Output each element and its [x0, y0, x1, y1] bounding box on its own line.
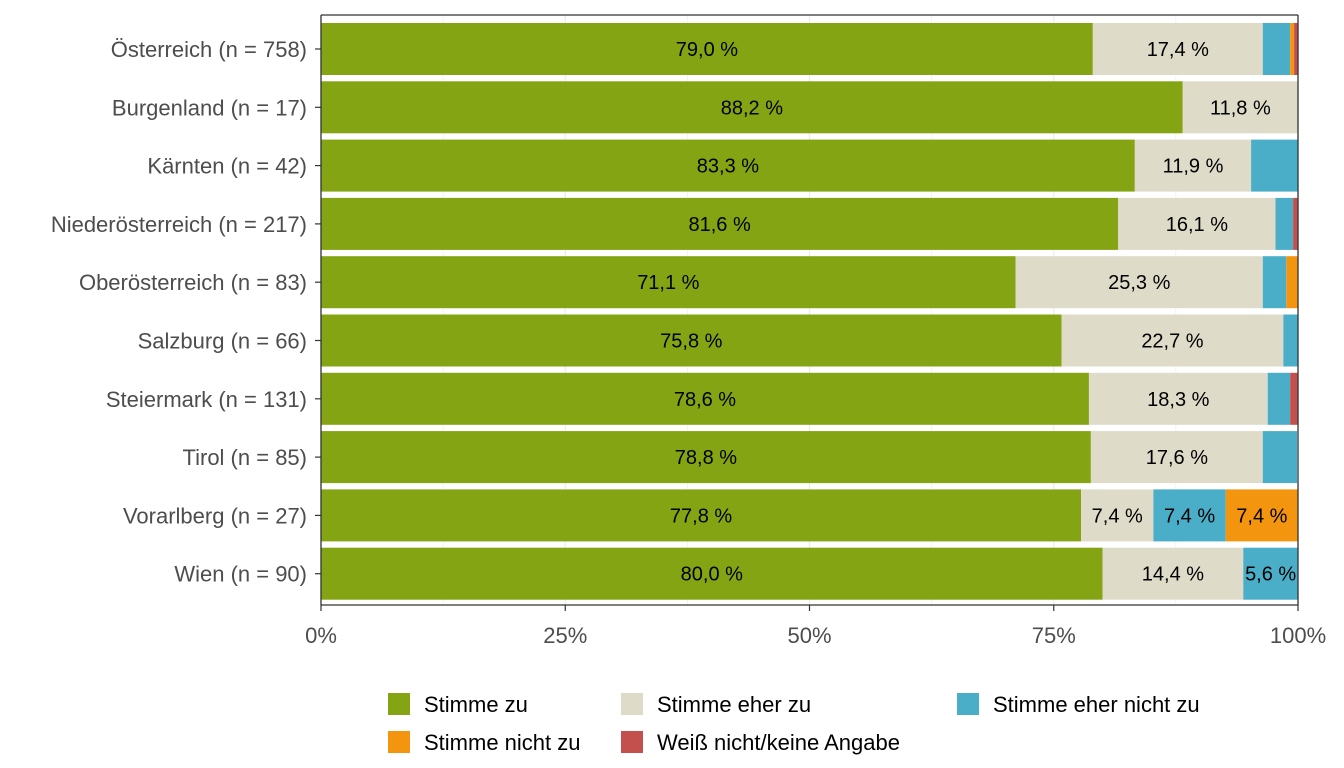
bar-segment: [1090, 431, 1263, 484]
category-label: Burgenland (n = 17): [112, 95, 307, 120]
bar-segment: [321, 23, 1093, 75]
bar-segment: [1262, 431, 1298, 484]
data-label: 79,0 %: [676, 39, 738, 61]
legend-swatch: [957, 693, 979, 715]
bar-segment: [321, 431, 1091, 484]
bar-segment: [1081, 489, 1154, 542]
bar-segment: [1293, 197, 1298, 250]
data-label: 11,8 %: [1210, 97, 1271, 119]
data-label: 78,8 %: [675, 447, 737, 469]
data-label: 5,6 %: [1245, 564, 1296, 586]
bar-segment: [321, 197, 1119, 250]
category-label: Österreich (n = 758): [111, 37, 307, 62]
legend-swatch: [388, 693, 410, 715]
data-label: 7,4 %: [1092, 505, 1143, 527]
data-label: 25,3 %: [1108, 272, 1170, 294]
bar-segment: [1015, 256, 1263, 309]
bar-segment: [321, 547, 1103, 600]
category-label: Vorarlberg (n = 27): [123, 503, 307, 528]
x-tick-label: 25%: [543, 623, 587, 648]
category-label: Wien (n = 90): [174, 562, 307, 587]
bars: [321, 23, 1298, 600]
category-label: Steiermark (n = 131): [106, 387, 307, 412]
data-label: 80,0 %: [681, 564, 743, 586]
bar-segment: [321, 372, 1089, 425]
legend-swatch: [621, 693, 643, 715]
bar-segment: [1286, 256, 1298, 309]
bar-segment: [1262, 23, 1291, 75]
data-label: 83,3 %: [697, 156, 759, 178]
x-tick-label: 0%: [305, 623, 337, 648]
x-tick-label: 100%: [1270, 623, 1326, 648]
category-label: Oberösterreich (n = 83): [79, 270, 307, 295]
category-label: Tirol (n = 85): [182, 445, 307, 470]
legend-swatch: [621, 731, 643, 753]
legend-label: Stimme eher zu: [657, 692, 811, 717]
bar-segment: [321, 81, 1183, 134]
data-labels: 79,0 % 17,4 % 88,2 % 11,8 % 83,3 % 11,9 % 81,6…: [637, 39, 1296, 586]
bar-segment: [1294, 23, 1298, 75]
data-label: 22,7 %: [1141, 331, 1203, 353]
data-label: 88,2 %: [721, 97, 783, 119]
data-label: 78,6 %: [674, 389, 736, 411]
legend-swatch: [388, 731, 410, 753]
data-label: 75,8 %: [660, 331, 722, 353]
legend-label: Weiß nicht/keine Angabe: [657, 730, 900, 755]
bar-segment: [1225, 489, 1298, 542]
data-label: 17,6 %: [1146, 447, 1208, 469]
x-tick-label: 75%: [1032, 623, 1076, 648]
data-label: 7,4 %: [1164, 505, 1215, 527]
bar-segment: [1134, 139, 1252, 192]
bar-segment: [321, 314, 1062, 367]
bar-segment: [1092, 23, 1263, 75]
bar-segment: [1243, 547, 1298, 600]
bar-segment: [1267, 372, 1291, 425]
category-label: Salzburg (n = 66): [138, 329, 307, 354]
data-label: 71,1 %: [637, 272, 699, 294]
bar-segment: [1262, 256, 1287, 309]
bar-segment: [321, 489, 1082, 542]
bar-segment: [1275, 197, 1294, 250]
bar-segment: [1283, 314, 1298, 367]
bar-segment: [321, 139, 1135, 192]
x-tick-label: 50%: [787, 623, 831, 648]
category-label: Kärnten (n = 42): [147, 154, 307, 179]
bar-segment: [1118, 197, 1276, 250]
data-label: 14,4 %: [1142, 564, 1204, 586]
legend-label: Stimme zu: [424, 692, 528, 717]
category-label: Niederösterreich (n = 217): [51, 212, 307, 237]
legend-label: Stimme eher nicht zu: [993, 692, 1200, 717]
data-label: 7,4 %: [1236, 505, 1287, 527]
data-label: 17,4 %: [1147, 39, 1209, 61]
bar-segment: [1290, 372, 1298, 425]
bar-segment: [1251, 139, 1298, 192]
bar-segment: [1182, 81, 1298, 134]
axes: Österreich (n = 758) Burgenland (n = 17) K…: [51, 14, 1326, 648]
bar-segment: [1290, 23, 1295, 75]
bar-segment: [1088, 372, 1268, 425]
data-label: 11,9 %: [1163, 156, 1224, 178]
data-label: 77,8 %: [670, 505, 732, 527]
legend: Stimme zu Stimme eher zu Stimme eher nicht…: [388, 692, 1200, 755]
data-label: 81,6 %: [688, 214, 750, 236]
data-label: 18,3 %: [1147, 389, 1209, 411]
legend-label: Stimme nicht zu: [424, 730, 581, 755]
bar-segment: [1102, 547, 1244, 600]
bar-segment: [321, 256, 1016, 309]
bar-segment: [1061, 314, 1284, 367]
data-label: 16,1 %: [1166, 214, 1228, 236]
bar-segment: [1153, 489, 1226, 542]
